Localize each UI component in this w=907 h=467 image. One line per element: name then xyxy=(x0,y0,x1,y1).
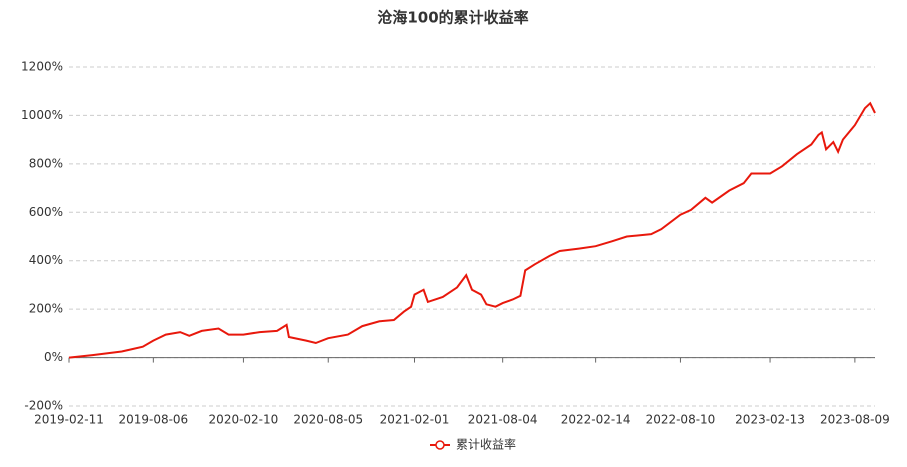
x-tick-label: 2020-08-05 xyxy=(293,413,363,427)
y-tick-label: 600% xyxy=(29,205,63,219)
x-tick-label: 2023-08-09 xyxy=(820,413,890,427)
x-tick-label: 2019-08-06 xyxy=(118,413,188,427)
chart-title: 沧海100的累计收益率 xyxy=(377,9,528,27)
y-tick-label: 0% xyxy=(44,350,63,364)
x-tick-label: 2021-08-04 xyxy=(468,413,538,427)
legend-marker xyxy=(435,440,445,450)
x-tick-label: 2023-02-13 xyxy=(735,413,805,427)
y-tick-label: 200% xyxy=(29,302,63,316)
x-tick-label: 2021-02-01 xyxy=(380,413,450,427)
x-tick-label: 2022-02-14 xyxy=(561,413,631,427)
x-tick-label: 2022-08-10 xyxy=(646,413,716,427)
y-tick-label: 800% xyxy=(29,156,63,170)
x-tick-label: 2020-02-10 xyxy=(209,413,279,427)
y-tick-label: 1200% xyxy=(21,60,63,74)
line xyxy=(68,101,876,359)
y-tick-label: 1000% xyxy=(21,108,63,122)
x-tick-label: 2019-02-11 xyxy=(34,413,104,427)
legend-label: 累计收益率 xyxy=(456,437,516,452)
y-tick-label: 400% xyxy=(29,253,63,267)
y-tick-label: -200% xyxy=(24,399,63,413)
